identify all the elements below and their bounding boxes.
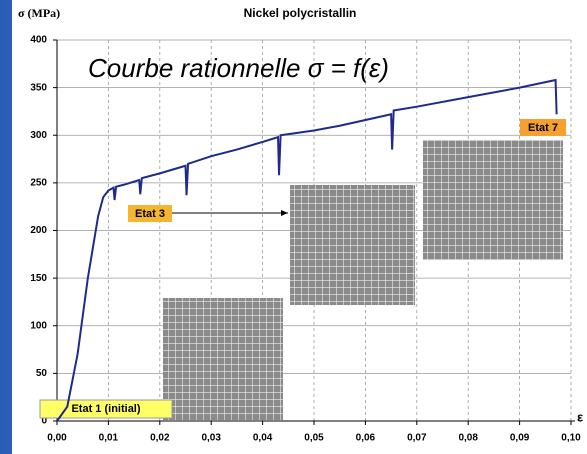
x-tick-label: 0,08 — [458, 433, 478, 444]
state7-label: Etat 7 — [528, 122, 558, 134]
state3-box — [128, 205, 172, 222]
curve — [56, 78, 558, 422]
x-tick-label: 0,07 — [407, 433, 427, 444]
state7-box — [520, 119, 566, 136]
x-tick-label: 0,03 — [201, 433, 221, 444]
chart-title: Nickel polycristallin — [244, 6, 357, 20]
x-tick-label: 0,10 — [561, 433, 581, 444]
y-tick-label: 200 — [30, 225, 47, 236]
y-tick-label: 350 — [30, 82, 47, 93]
state1-box — [39, 399, 173, 419]
y-tick-label: 150 — [30, 273, 47, 284]
x-tick-label: 0,00 — [47, 433, 67, 444]
state3-label: Etat 3 — [135, 208, 165, 220]
y-tick-label: 300 — [30, 130, 47, 141]
y-axis-label: σ (MPa) — [18, 6, 60, 20]
x-tick-label: 0,06 — [356, 433, 376, 444]
y-tick-label: 400 — [30, 35, 47, 46]
y-tick-label: 50 — [36, 368, 48, 379]
x-axis-label: ε — [577, 409, 583, 424]
annotation-main: Courbe rationnelle σ = f(ε) — [88, 53, 389, 83]
x-tick-label: 0,04 — [253, 433, 273, 444]
state1-label: Etat 1 (initial) — [71, 403, 140, 415]
x-tick-label: 0,01 — [99, 433, 119, 444]
micrograph-state3 — [290, 185, 415, 305]
y-tick-label: 100 — [30, 320, 47, 331]
micrograph-state1 — [163, 298, 283, 420]
y-tick-label: 250 — [30, 178, 47, 189]
x-tick-label: 0,05 — [304, 433, 324, 444]
ticks: 0 50 100 150 200 250 300 350 400 0,00 0,01 0,02 0,03… — [30, 35, 581, 444]
x-tick-label: 0,02 — [150, 433, 170, 444]
micrograph-state7 — [423, 140, 563, 260]
y-tick-label: 0 — [41, 416, 47, 427]
x-tick-label: 0,09 — [510, 433, 530, 444]
